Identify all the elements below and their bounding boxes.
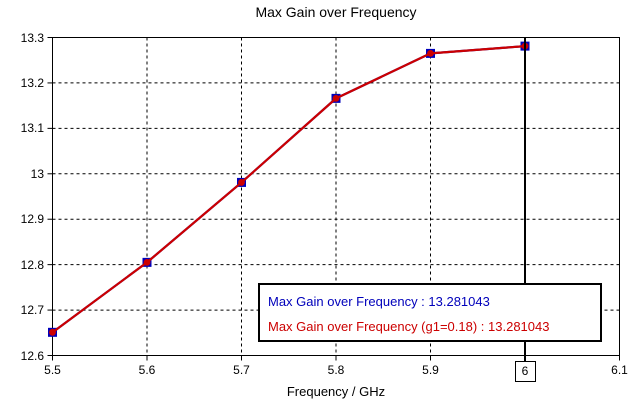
y-tick-label: 13.2 xyxy=(20,75,44,90)
legend-readout-box: Max Gain over Frequency : 13.281043 Max … xyxy=(258,283,602,342)
x-tick-label: 5.9 xyxy=(422,363,439,377)
series-line-1 xyxy=(51,45,526,334)
y-tick-label: 12.8 xyxy=(20,257,44,272)
data-point-dot xyxy=(332,94,340,102)
y-tick-label: 12.7 xyxy=(20,303,44,318)
x-tick-label: 5.7 xyxy=(233,363,250,377)
data-point-dot xyxy=(49,328,56,336)
data-point-dot xyxy=(238,179,245,186)
legend-entry-red: Max Gain over Frequency (g1=0.18) : 13.2… xyxy=(268,319,550,334)
x-axis-title: Frequency / GHz xyxy=(286,384,386,399)
y-tick-label: 12.6 xyxy=(20,348,44,363)
y-tick-label: 13 xyxy=(30,166,44,181)
x-tick-label: 5.6 xyxy=(138,363,156,377)
y-tick-label: 13.1 xyxy=(20,121,44,136)
data-point-dot xyxy=(427,50,434,57)
x-tick-label: 5.5 xyxy=(44,363,61,377)
data-point-dot xyxy=(143,258,151,266)
y-tick-label: 13.3 xyxy=(20,30,44,45)
x-tick-label: 5.8 xyxy=(327,363,345,377)
x-tick-label: 6.1 xyxy=(611,363,628,377)
axis-marker-x-label[interactable]: 6 xyxy=(514,361,536,382)
y-tick-label: 12.9 xyxy=(20,212,44,227)
legend-entry-blue: Max Gain over Frequency : 13.281043 xyxy=(268,294,490,309)
chart-title: Max Gain over Frequency xyxy=(255,4,417,20)
